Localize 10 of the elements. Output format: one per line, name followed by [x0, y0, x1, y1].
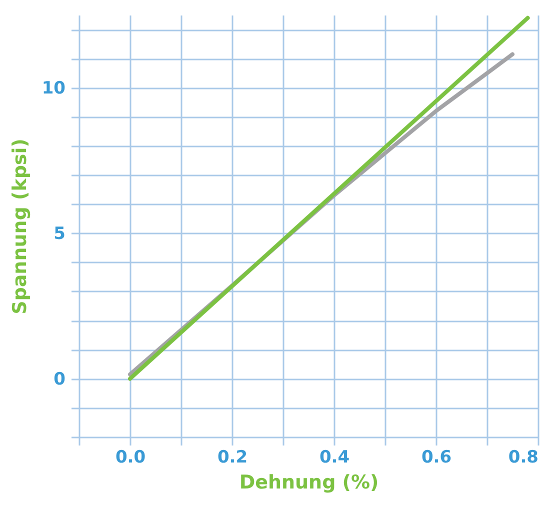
x-tick-label: 0.6	[421, 448, 452, 468]
x-tick-label: 0.0	[115, 448, 146, 468]
y-tick-label: 5	[54, 224, 66, 244]
y-axis-title: Spannung (kpsi)	[8, 138, 31, 314]
x-tick-label: 0.4	[319, 448, 350, 468]
x-tick-label: 0.8	[508, 448, 538, 468]
y-tick-label: 0	[54, 369, 66, 390]
y-tick-label: 10	[42, 78, 66, 98]
x-tick-label: 0.2	[217, 448, 248, 468]
x-axis-title: Dehnung (%)	[239, 472, 379, 494]
